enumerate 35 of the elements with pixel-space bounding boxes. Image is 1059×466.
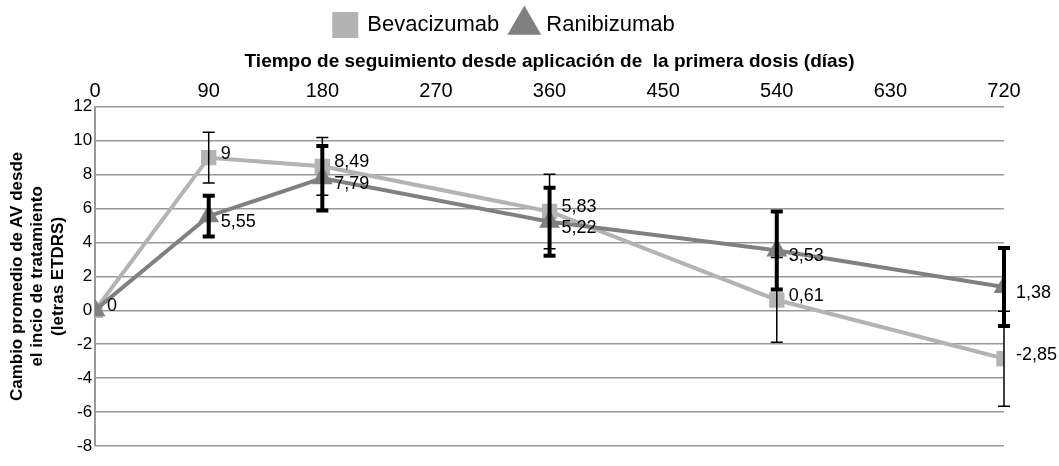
data-label: 8,49 bbox=[334, 151, 370, 172]
data-label: 5,55 bbox=[220, 211, 256, 232]
y-tick-label: 6 bbox=[82, 198, 93, 218]
data-label: 5,22 bbox=[561, 216, 597, 237]
x-tick-label: 630 bbox=[873, 79, 908, 102]
x-tick-label: 720 bbox=[987, 79, 1021, 102]
y-tick-label: 10 bbox=[73, 130, 93, 150]
data-label: 0,61 bbox=[788, 284, 824, 305]
y-tick-label: 0 bbox=[82, 300, 93, 320]
x-tick-label: 360 bbox=[532, 79, 567, 102]
y-tick-label: -8 bbox=[76, 435, 93, 455]
x-tick-label: 450 bbox=[646, 79, 680, 102]
y-tick-label: -6 bbox=[76, 401, 93, 421]
data-label: 5,83 bbox=[561, 196, 597, 217]
y-tick-label: 2 bbox=[82, 266, 93, 286]
data-label: 9 bbox=[220, 142, 231, 163]
x-tick-label: 540 bbox=[760, 79, 794, 102]
x-tick-label: 90 bbox=[197, 79, 220, 102]
y-tick-label: -2 bbox=[76, 333, 93, 353]
y-tick-label: 8 bbox=[82, 164, 93, 184]
y-tick-label: -4 bbox=[76, 367, 93, 387]
y-tick-label: 12 bbox=[73, 96, 93, 116]
data-label: -2,85 bbox=[1016, 343, 1058, 364]
point bbox=[201, 150, 217, 166]
x-tick-label: 270 bbox=[419, 79, 453, 102]
data-label: 7,79 bbox=[334, 173, 370, 194]
x-axis-title: Tiempo de seguimiento desde aplicación de la primera dosis (días) bbox=[244, 49, 855, 71]
y-tick-label: 4 bbox=[82, 232, 93, 252]
data-label: 3,53 bbox=[788, 245, 824, 266]
x-tick-label: 180 bbox=[305, 79, 340, 102]
legend-label: Bevacizumab bbox=[367, 11, 500, 37]
data-label: 1,38 bbox=[1016, 281, 1052, 302]
data-label: 0 bbox=[107, 295, 118, 316]
y-axis-title: Cambio promedio de AV desde el incio de tratamiento (letras ETDRS) bbox=[6, 151, 67, 402]
legend-label: Ranibizumab bbox=[546, 11, 675, 37]
